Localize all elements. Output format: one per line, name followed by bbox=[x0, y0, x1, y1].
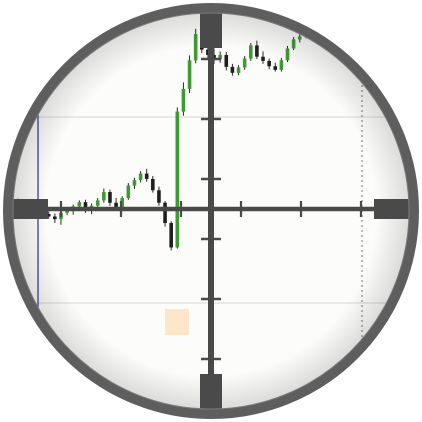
vertical-mil-ticks bbox=[201, 57, 221, 361]
crosshair-reticle bbox=[10, 10, 412, 412]
reticle-post-left bbox=[10, 199, 48, 219]
horizontal-mil-ticks bbox=[59, 201, 363, 217]
scope-ring-inner-edge bbox=[12, 12, 410, 410]
reticle-post-top bbox=[200, 10, 222, 48]
scope-ring bbox=[3, 3, 419, 419]
reticle-post-right bbox=[374, 199, 412, 219]
candle-body bbox=[310, 20, 314, 29]
reticle-post-bottom bbox=[200, 374, 222, 412]
